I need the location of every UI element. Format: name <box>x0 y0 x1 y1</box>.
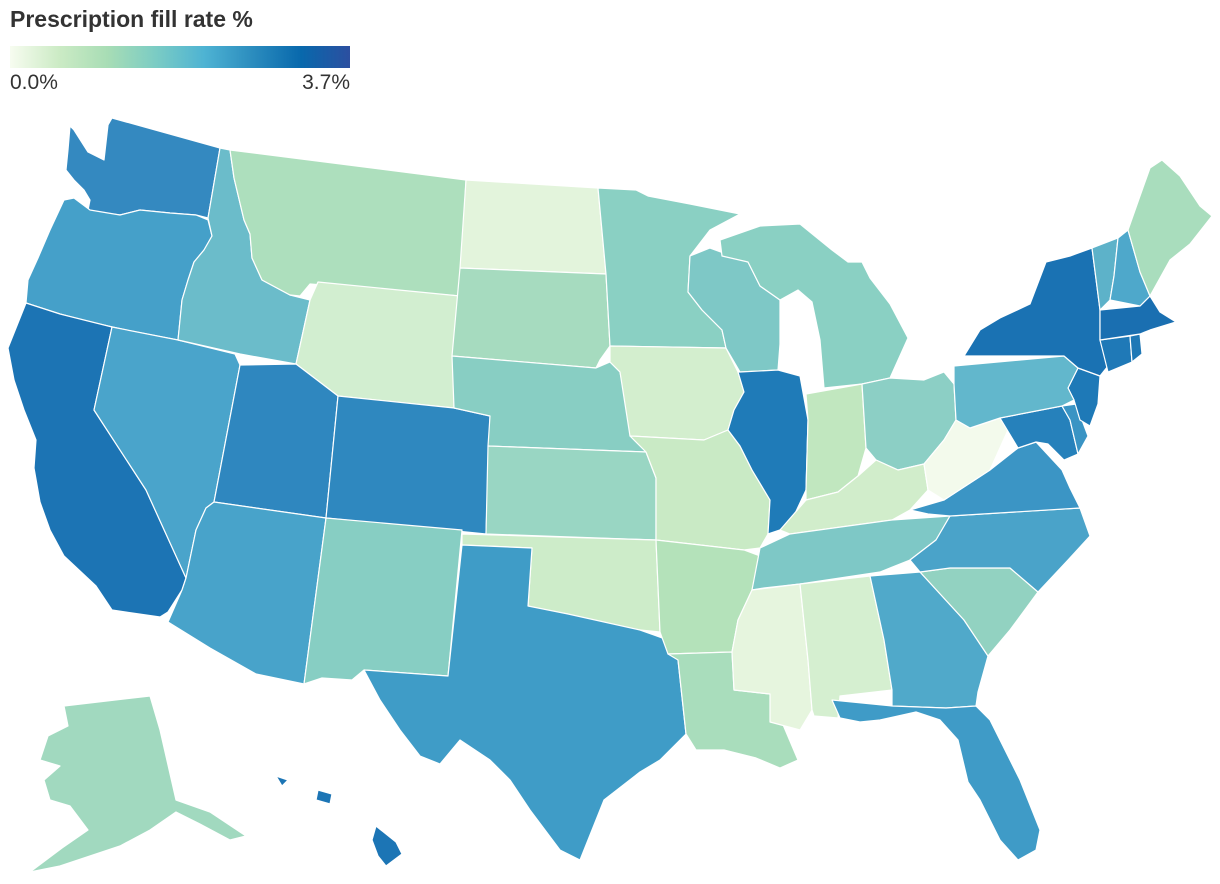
state-delaware[interactable]: Delaware <box>1061 403 1089 455</box>
legend-max-label: 3.7% <box>302 71 350 94</box>
state-montana[interactable]: Montana <box>229 149 467 297</box>
legend-gradient-bar <box>10 46 350 68</box>
state-south-dakota[interactable]: South Dakota <box>451 267 611 369</box>
map-title: Prescription fill rate % <box>10 6 253 32</box>
state-illinois[interactable]: Illinois <box>727 369 809 535</box>
state-maine[interactable]: Maine <box>1127 159 1213 297</box>
state-new-york[interactable]: New York <box>963 247 1109 377</box>
state-rhode-island[interactable]: Rhode Island <box>1129 333 1143 363</box>
color-legend: 0.0% 3.7% <box>10 46 350 94</box>
state-north-dakota[interactable]: North Dakota <box>459 179 607 275</box>
state-alaska[interactable]: Alaska <box>29 695 247 873</box>
state-kansas[interactable]: Kansas <box>485 445 657 541</box>
state-hawaii[interactable]: Hawaii <box>275 775 403 867</box>
state-texas[interactable]: Texas <box>363 544 687 861</box>
state-new-mexico[interactable]: New Mexico <box>303 517 463 685</box>
legend-min-label: 0.0% <box>10 71 58 94</box>
state-north-carolina[interactable]: North Carolina <box>909 507 1091 593</box>
state-iowa[interactable]: Iowa <box>609 345 745 441</box>
states-layer: WashingtonOregonCaliforniaNevadaIdahoMon… <box>7 117 1213 873</box>
state-florida[interactable]: Florida <box>831 699 1041 861</box>
state-washington[interactable]: Washington <box>65 117 221 219</box>
state-colorado[interactable]: Colorado <box>325 395 491 535</box>
